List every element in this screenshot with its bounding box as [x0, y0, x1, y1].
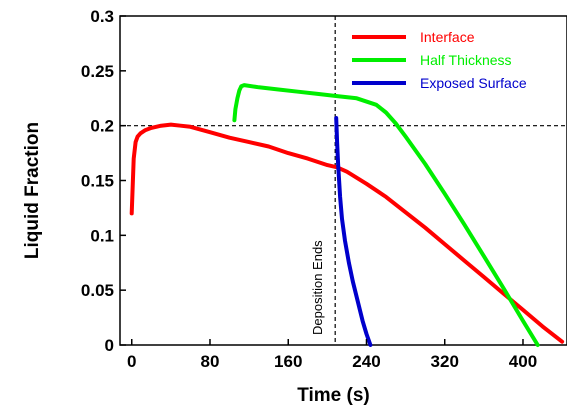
y-tick-label: 0: [105, 336, 114, 355]
y-tick-label: 0.2: [90, 117, 114, 136]
x-axis-title: Time (s): [297, 385, 370, 406]
x-axis: 0 80 160 240 320 400: [127, 339, 537, 371]
y-axis-title: Liquid Fraction: [22, 122, 43, 259]
legend: Interface Half Thickness Exposed Surface: [352, 29, 527, 91]
y-tick-label: 0.3: [90, 7, 114, 26]
series-line-exposed-surface: [334, 116, 373, 347]
y-tick-label: 0.15: [81, 172, 114, 191]
x-tick-label: 0: [127, 352, 136, 371]
x-tick-label: 400: [509, 352, 537, 371]
y-axis: 0 0.05 0.1 0.15 0.2 0.25 0.3: [81, 7, 126, 355]
series-layer: [129, 83, 565, 347]
series-line-half-thickness: [232, 83, 540, 347]
legend-label-exposed-surface: Exposed Surface: [420, 75, 527, 91]
y-tick-label: 0.1: [90, 226, 114, 245]
deposition-ends-annotation: Deposition Ends: [310, 240, 325, 335]
y-tick-label: 0.05: [81, 281, 114, 300]
series-line-interface: [129, 122, 565, 344]
x-tick-label: 80: [201, 352, 220, 371]
legend-label-interface: Interface: [420, 29, 475, 45]
y-tick-label: 0.25: [81, 62, 114, 81]
reference-lines: [120, 16, 567, 345]
x-tick-label: 320: [431, 352, 459, 371]
x-tick-label: 160: [274, 352, 302, 371]
x-tick-label: 240: [352, 352, 380, 371]
legend-label-half-thickness: Half Thickness: [420, 52, 512, 68]
